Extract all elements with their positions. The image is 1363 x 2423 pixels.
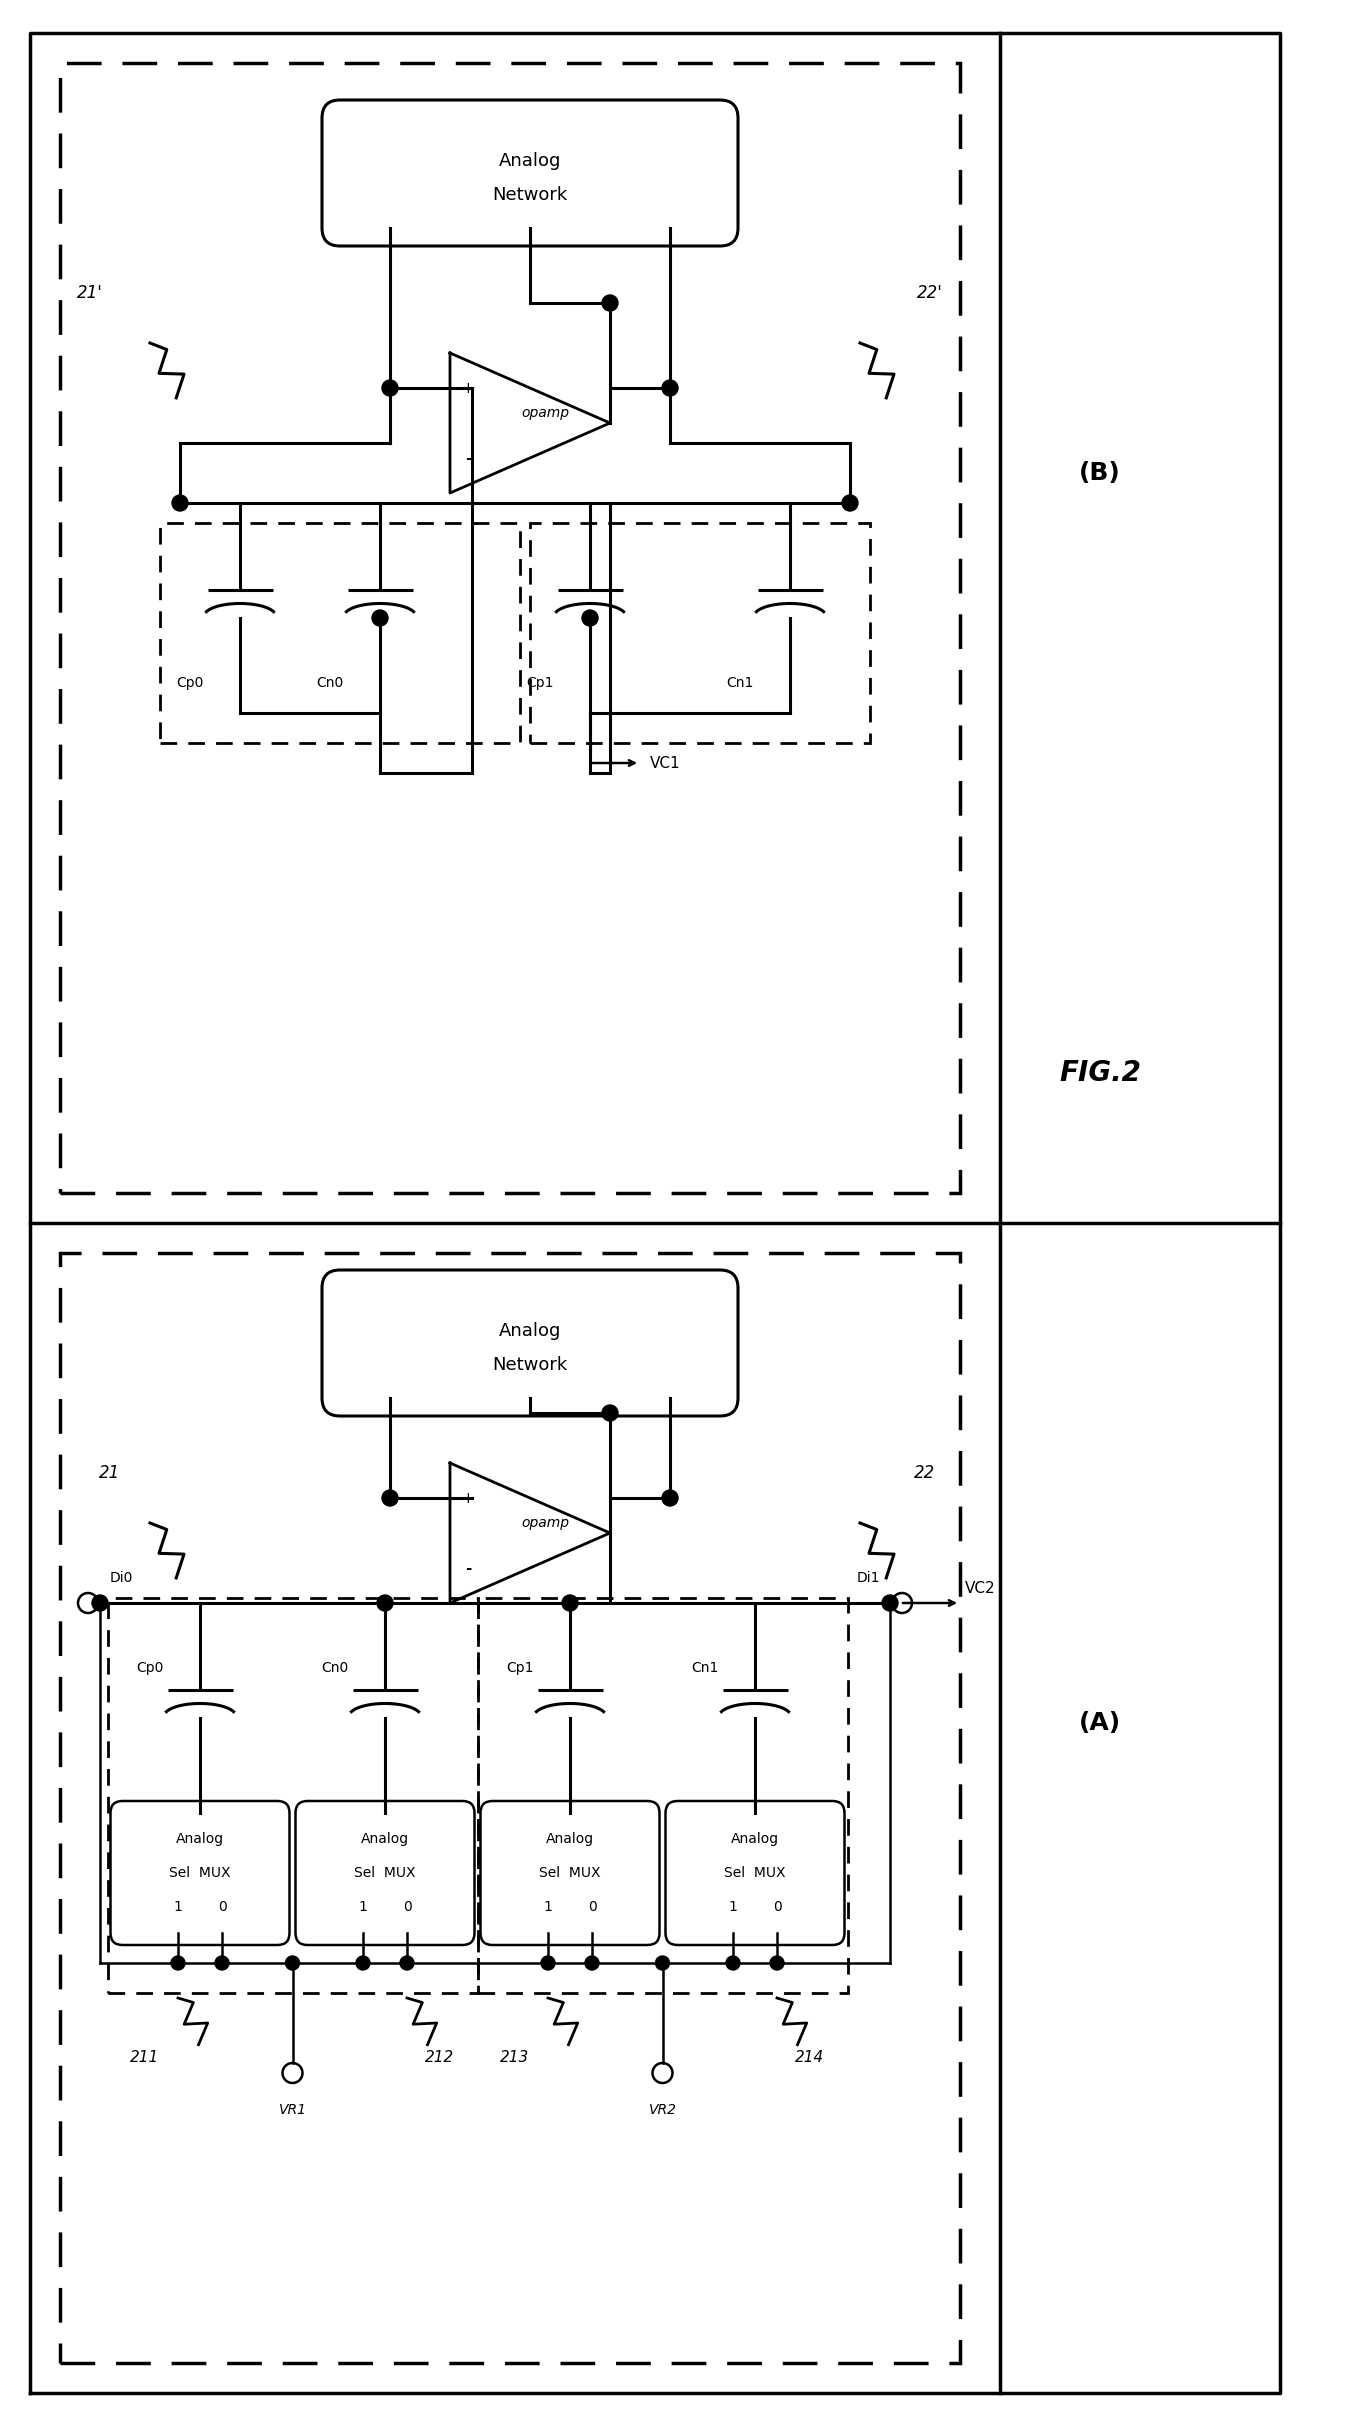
Circle shape: [170, 1955, 185, 1970]
Text: Sel  MUX: Sel MUX: [169, 1866, 230, 1880]
Text: Cp1: Cp1: [506, 1662, 534, 1674]
Circle shape: [91, 1594, 108, 1611]
Bar: [60, 63, 960, 1192]
Text: VR2: VR2: [649, 2103, 676, 2118]
Text: Analog: Analog: [499, 153, 562, 170]
Circle shape: [770, 1955, 784, 1970]
Text: opamp: opamp: [521, 407, 568, 419]
Bar: [477, 1599, 848, 1994]
Text: Network: Network: [492, 187, 567, 204]
Circle shape: [585, 1955, 598, 1970]
Text: Cn1: Cn1: [726, 676, 754, 691]
Text: VC1: VC1: [650, 756, 680, 771]
Text: Sel  MUX: Sel MUX: [724, 1866, 785, 1880]
Circle shape: [662, 380, 677, 395]
Circle shape: [842, 494, 857, 511]
Text: (B): (B): [1079, 460, 1120, 485]
Circle shape: [882, 1594, 898, 1611]
Circle shape: [382, 380, 398, 395]
Text: Analog: Analog: [361, 1832, 409, 1846]
Circle shape: [372, 611, 388, 625]
Circle shape: [285, 1955, 300, 1970]
Circle shape: [382, 1490, 398, 1507]
Bar: [108, 1599, 477, 1994]
Circle shape: [582, 611, 598, 625]
Text: 1: 1: [358, 1900, 368, 1914]
Text: 0: 0: [587, 1900, 597, 1914]
Text: Analog: Analog: [547, 1832, 594, 1846]
Bar: [60, 1253, 960, 2362]
Text: -: -: [465, 451, 472, 465]
Text: 212: 212: [425, 2050, 455, 2064]
Text: 214: 214: [796, 2050, 825, 2064]
Bar: [530, 523, 870, 744]
Text: FIG.2: FIG.2: [1059, 1059, 1141, 1088]
Text: (A): (A): [1079, 1711, 1120, 1735]
Circle shape: [172, 494, 188, 511]
Text: VC2: VC2: [965, 1580, 995, 1594]
Text: Cn1: Cn1: [691, 1662, 718, 1674]
Text: Analog: Analog: [499, 1323, 562, 1340]
Text: VR1: VR1: [278, 2103, 307, 2118]
Circle shape: [662, 1490, 677, 1507]
Text: Sel  MUX: Sel MUX: [540, 1866, 601, 1880]
Text: Di0: Di0: [110, 1570, 134, 1585]
Text: Analog: Analog: [731, 1832, 780, 1846]
Text: Cp0: Cp0: [136, 1662, 164, 1674]
Text: -: -: [465, 1560, 472, 1575]
Circle shape: [356, 1955, 369, 1970]
Text: Di1: Di1: [856, 1570, 880, 1585]
Text: Cn0: Cn0: [316, 676, 343, 691]
Bar: [159, 523, 521, 744]
Text: 211: 211: [131, 2050, 159, 2064]
Text: 213: 213: [500, 2050, 530, 2064]
Text: 22: 22: [915, 1463, 935, 1483]
Text: 21: 21: [99, 1463, 120, 1483]
Text: Network: Network: [492, 1357, 567, 1374]
Text: 1: 1: [173, 1900, 183, 1914]
Text: Cn0: Cn0: [322, 1662, 349, 1674]
Circle shape: [541, 1955, 555, 1970]
Circle shape: [602, 296, 617, 310]
Text: 21': 21': [78, 283, 104, 303]
Text: 0: 0: [773, 1900, 781, 1914]
Text: +: +: [462, 380, 474, 395]
Text: Sel  MUX: Sel MUX: [354, 1866, 416, 1880]
Circle shape: [378, 1594, 393, 1611]
Circle shape: [656, 1955, 669, 1970]
Text: Cp0: Cp0: [176, 676, 203, 691]
Text: +: +: [462, 1490, 474, 1505]
Text: 1: 1: [729, 1900, 737, 1914]
Circle shape: [602, 1405, 617, 1420]
Circle shape: [726, 1955, 740, 1970]
Text: 0: 0: [218, 1900, 226, 1914]
Text: Analog: Analog: [176, 1832, 224, 1846]
Circle shape: [215, 1955, 229, 1970]
Circle shape: [399, 1955, 414, 1970]
Text: Cp1: Cp1: [526, 676, 553, 691]
Text: 22': 22': [917, 283, 943, 303]
Text: 0: 0: [402, 1900, 412, 1914]
Text: 1: 1: [544, 1900, 552, 1914]
Circle shape: [562, 1594, 578, 1611]
Text: opamp: opamp: [521, 1517, 568, 1529]
